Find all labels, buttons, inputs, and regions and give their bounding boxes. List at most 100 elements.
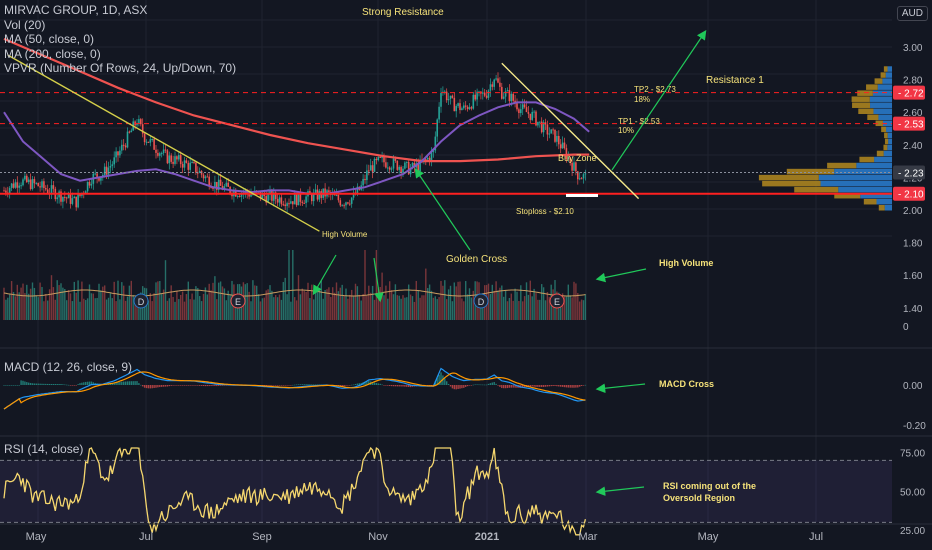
candle-body — [580, 178, 583, 180]
macd-hist — [71, 385, 74, 386]
volume-bar — [147, 300, 150, 320]
macd-pane — [3, 367, 587, 410]
candle-body — [151, 139, 153, 141]
candle-body — [328, 190, 330, 193]
earnings-marker-2[interactable]: E — [549, 293, 565, 309]
vpvr-down — [758, 174, 819, 181]
candle-body — [335, 195, 338, 197]
macd-hist — [301, 384, 303, 385]
macd-hist — [577, 385, 579, 388]
volume-bar — [227, 290, 229, 320]
macd-hist — [113, 382, 115, 385]
candle-body — [259, 191, 262, 199]
volume-bar — [333, 292, 336, 320]
legend-ma50[interactable]: MA (50, close, 0) — [4, 32, 95, 46]
candle-body — [482, 92, 484, 94]
earnings-letter-1: E — [235, 297, 241, 307]
earnings-marker-1[interactable]: E — [230, 293, 246, 309]
candle-body — [337, 195, 340, 201]
macd-hist — [197, 385, 199, 386]
macd-hist — [309, 384, 311, 385]
volume-bar — [26, 284, 28, 320]
dividend-marker-2[interactable]: D — [473, 293, 489, 309]
symbol-title[interactable]: MIRVAC GROUP, 1D, ASX — [4, 3, 148, 17]
candle-body — [392, 158, 395, 169]
volume-bar — [12, 292, 15, 320]
volume-bar — [161, 294, 163, 320]
volume-bar — [159, 280, 161, 320]
candle-body — [293, 194, 296, 205]
candle-body — [501, 86, 503, 99]
legend-ma200[interactable]: MA (200, close, 0) — [4, 46, 101, 61]
candle-body — [269, 190, 271, 195]
macd-hist — [463, 385, 465, 388]
macd-hist — [202, 385, 205, 387]
candle-body — [520, 109, 522, 114]
vpvr-up — [885, 72, 892, 78]
candle-body — [238, 196, 241, 198]
macd-hist — [582, 385, 585, 386]
candle-body — [582, 174, 585, 179]
candle-body — [491, 84, 494, 87]
stoploss-label: Stoploss - $2.10 — [516, 207, 574, 216]
candle-body — [88, 181, 91, 186]
volume-bar — [280, 299, 283, 320]
level-badge — [893, 85, 925, 100]
candle-body — [559, 144, 562, 149]
macd-hist — [168, 385, 170, 387]
candle-body — [164, 149, 167, 151]
macd-hist — [189, 385, 191, 386]
legend-vpvr[interactable]: VPVR (Number Of Rows, 24, Up/Down, 70) — [4, 61, 237, 75]
vpvr-down — [884, 138, 889, 145]
rsi-tick: 50.00 — [900, 487, 925, 498]
macd-hist — [159, 385, 161, 388]
candle-body — [52, 185, 55, 189]
candle-body — [35, 183, 38, 185]
candle-body — [455, 106, 457, 112]
macd-hist — [200, 385, 203, 386]
volume-bar — [371, 285, 374, 320]
legend-volume[interactable]: Vol (20) — [4, 17, 46, 32]
candle-body — [449, 95, 452, 100]
buy-zone-label: Buy Zone — [558, 153, 597, 163]
candle-body — [90, 183, 93, 186]
volume-bar — [100, 290, 102, 320]
macd-hist — [366, 381, 368, 385]
candle-body — [453, 97, 456, 112]
candle-body — [390, 168, 393, 170]
macd-hist — [52, 384, 55, 385]
macd-hist — [554, 385, 556, 386]
volume-bar — [219, 281, 222, 320]
candle-body — [240, 193, 243, 197]
candle-body — [466, 106, 469, 110]
volume-bar — [299, 294, 302, 320]
volume-bar — [356, 286, 359, 320]
dividend-marker-1[interactable]: D — [133, 293, 149, 309]
macd-hist — [28, 382, 30, 385]
candle-body — [115, 151, 117, 158]
candle-body — [136, 123, 138, 126]
macd-hist — [35, 383, 37, 385]
currency-button[interactable]: AUD — [896, 6, 928, 21]
candle-body — [195, 162, 197, 173]
macd-hist — [527, 385, 530, 387]
volume-bar — [77, 280, 79, 320]
macd-hist — [124, 381, 127, 385]
volume-bar — [115, 301, 117, 320]
candle-body — [502, 96, 505, 99]
candle-body — [521, 104, 524, 110]
candle-body — [62, 196, 64, 202]
vpvr-up — [877, 84, 892, 90]
macd-hist — [276, 385, 279, 386]
arrow-rsi — [595, 486, 645, 496]
arrow-golden-cross — [414, 168, 471, 251]
candle-body — [356, 186, 359, 195]
volume-bar — [197, 288, 199, 320]
macd-hist — [360, 382, 362, 385]
candle-body — [451, 95, 454, 98]
candle-body — [159, 153, 161, 156]
grid — [0, 0, 932, 522]
volume-bar — [66, 300, 68, 320]
candle-body — [318, 191, 321, 200]
macd-hist — [191, 385, 193, 386]
